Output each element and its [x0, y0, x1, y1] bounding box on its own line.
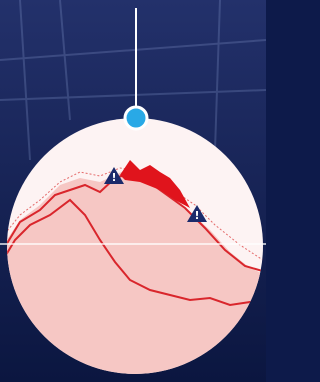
- warning-mark: !: [194, 209, 199, 222]
- illustration: ! !: [0, 0, 266, 382]
- page: ! ! (() => { const data = JSON.parse(doc…: [0, 0, 266, 382]
- warning-mark: !: [111, 171, 116, 184]
- pointer-dot: [125, 107, 147, 129]
